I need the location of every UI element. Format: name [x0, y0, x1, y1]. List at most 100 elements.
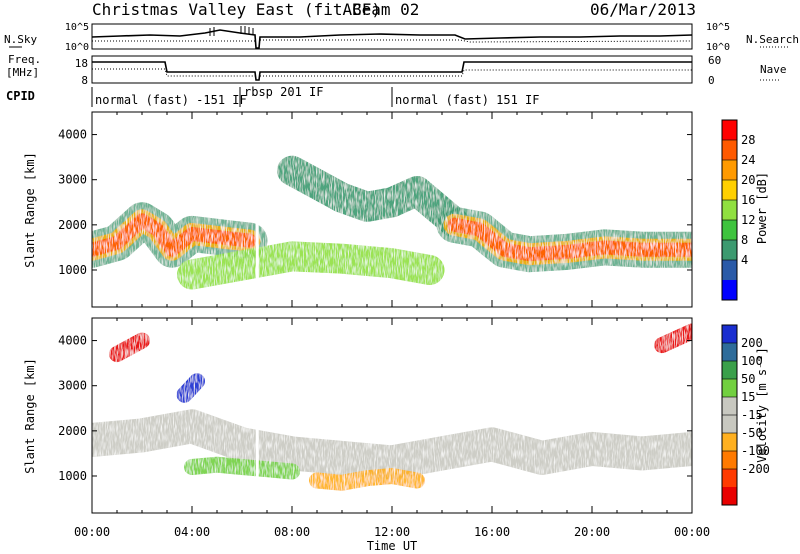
- colorbar-frame: [721, 119, 738, 301]
- time-tick-label: 00:00: [74, 525, 110, 539]
- colorbar-swatch: [722, 415, 737, 434]
- colorbar-tick-label: 4: [741, 253, 748, 267]
- velocity-band-5: [309, 468, 425, 491]
- power-band-1: [92, 213, 257, 257]
- beam-label: Beam 02: [352, 0, 419, 19]
- time-tick-label: 04:00: [174, 525, 210, 539]
- colorbar-tick-label: 200: [741, 336, 763, 350]
- time-tick-label: 20:00: [574, 525, 610, 539]
- noise-panel: N.Sky 10^5 10^0 10^5 10^0 N.Search: [4, 22, 799, 53]
- colorbar-swatch: [722, 379, 737, 398]
- colorbar-swatch: [722, 220, 737, 241]
- colorbar-swatch: [722, 325, 737, 344]
- cpid-label: CPID: [6, 89, 35, 103]
- velocity-ylabel: Slant Range [km]: [23, 358, 37, 474]
- power-band-2: [177, 241, 445, 290]
- colorbar-swatch: [722, 280, 737, 301]
- colorbar-swatch: [722, 240, 737, 261]
- velocity-band-4: [184, 456, 300, 480]
- colorbar-swatch: [722, 120, 737, 141]
- noise-tick-left-top: 10^5: [65, 22, 89, 33]
- time-tick-label: 12:00: [374, 525, 410, 539]
- colorbar-tick-label: 20: [741, 173, 755, 187]
- velocity-band-1: [92, 409, 692, 480]
- colorbar-swatch: [722, 469, 737, 488]
- time-axis-label: Time UT: [367, 539, 418, 553]
- colorbar-tick-label: -100: [741, 444, 770, 458]
- y-tick-label: 3000: [58, 173, 87, 187]
- colorbar-tick-label: 15: [741, 390, 755, 404]
- date-label: 06/Mar/2013: [590, 0, 696, 19]
- colorbar-swatch: [722, 433, 737, 452]
- time-tick-label: 00:00: [674, 525, 710, 539]
- freq-tick-left-bottom: 8: [81, 74, 88, 87]
- freq-tick-left-top: 18: [75, 57, 88, 70]
- frequency-panel: Freq. [MHz] 18 8 60 0 Nave: [6, 53, 787, 87]
- velocity-colorbar: 200 100 50 15 -15 -50 -100 -200: [721, 324, 770, 506]
- nave-label: Nave: [760, 63, 787, 76]
- y-tick-label: 4000: [58, 128, 87, 142]
- colorbar-tick-label: -50: [741, 426, 763, 440]
- y-tick-label: 3000: [58, 379, 87, 393]
- noise-tick-left-bottom: 10^0: [65, 42, 89, 53]
- colorbar-tick-label: 16: [741, 193, 755, 207]
- power-band-4: [447, 217, 692, 262]
- velocity-heatmap: [92, 318, 692, 513]
- power-ylabel: Slant Range [km]: [23, 152, 37, 268]
- y-tick-label: 4000: [58, 334, 87, 348]
- y-tick-label: 2000: [58, 424, 87, 438]
- cpid-row: CPID normal (fast) -151 IF rbsp 201 IF n…: [6, 85, 540, 107]
- colorbar-swatch: [722, 451, 737, 470]
- nsearch-label: N.Search: [746, 33, 799, 46]
- colorbar-tick-label: 12: [741, 213, 755, 227]
- colorbar-tick-label: 8: [741, 233, 748, 247]
- colorbar-swatch: [722, 260, 737, 281]
- colorbar-swatch: [722, 140, 737, 161]
- colorbar-tick-label: 50: [741, 372, 755, 386]
- freq-label-1: Freq.: [8, 53, 41, 66]
- data-gap: [255, 318, 259, 513]
- power-colorbar: 28 24 20 16 12 8 4: [721, 119, 755, 301]
- power-band-3: [277, 155, 470, 238]
- cpid-segment-1: normal (fast) -151 IF: [95, 93, 247, 107]
- freq-tick-right-top: 60: [708, 54, 721, 67]
- velocity-band-6: [654, 323, 692, 354]
- nsky-label: N.Sky: [4, 33, 37, 46]
- noise-tick-right-bottom: 10^0: [706, 42, 730, 53]
- freq-trace: [92, 61, 692, 81]
- colorbar-swatch: [722, 361, 737, 380]
- colorbar-tick-label: 24: [741, 153, 755, 167]
- cpid-segment-3: normal (fast) 151 IF: [395, 93, 540, 107]
- freq-tick-right-bottom: 0: [708, 74, 715, 87]
- velocity-band-3: [176, 373, 205, 403]
- power-panel: 4000 3000 2000 1000 Slant Range [km]: [23, 111, 693, 308]
- power-heatmap: [92, 112, 692, 307]
- colorbar-swatch: [722, 487, 737, 506]
- velocity-colorbar-label: Velocity [m s⁻¹]: [755, 347, 769, 463]
- colorbar-tick-label: -15: [741, 408, 763, 422]
- y-tick-label: 1000: [58, 263, 87, 277]
- velocity-band-2: [109, 332, 150, 363]
- nave-trace: [92, 68, 692, 77]
- nsearch-trace: [92, 39, 693, 43]
- cpid-segment-2: rbsp 201 IF: [244, 85, 323, 99]
- time-axis: 00:00 04:00 08:00 12:00 16:00 20:00 00:00: [74, 525, 710, 539]
- y-tick-label: 2000: [58, 218, 87, 232]
- time-tick-label: 16:00: [474, 525, 510, 539]
- power-colorbar-label: Power [dB]: [755, 172, 769, 244]
- velocity-panel: 4000 3000 2000 1000 Slant Range [km]: [23, 317, 693, 514]
- noise-tick-right-top: 10^5: [706, 22, 730, 33]
- y-tick-label: 1000: [58, 469, 87, 483]
- freq-label-2: [MHz]: [6, 66, 39, 79]
- colorbar-swatch: [722, 397, 737, 416]
- colorbar-swatch: [722, 160, 737, 181]
- colorbar-swatch: [722, 343, 737, 362]
- data-gap: [255, 112, 259, 307]
- colorbar-swatch: [722, 180, 737, 201]
- colorbar-tick-label: -200: [741, 462, 770, 476]
- plot-title: Christmas Valley East (fitACF): [92, 0, 381, 19]
- colorbar-tick-label: 100: [741, 354, 763, 368]
- colorbar-swatch: [722, 200, 737, 221]
- time-tick-label: 08:00: [274, 525, 310, 539]
- colorbar-tick-label: 28: [741, 133, 755, 147]
